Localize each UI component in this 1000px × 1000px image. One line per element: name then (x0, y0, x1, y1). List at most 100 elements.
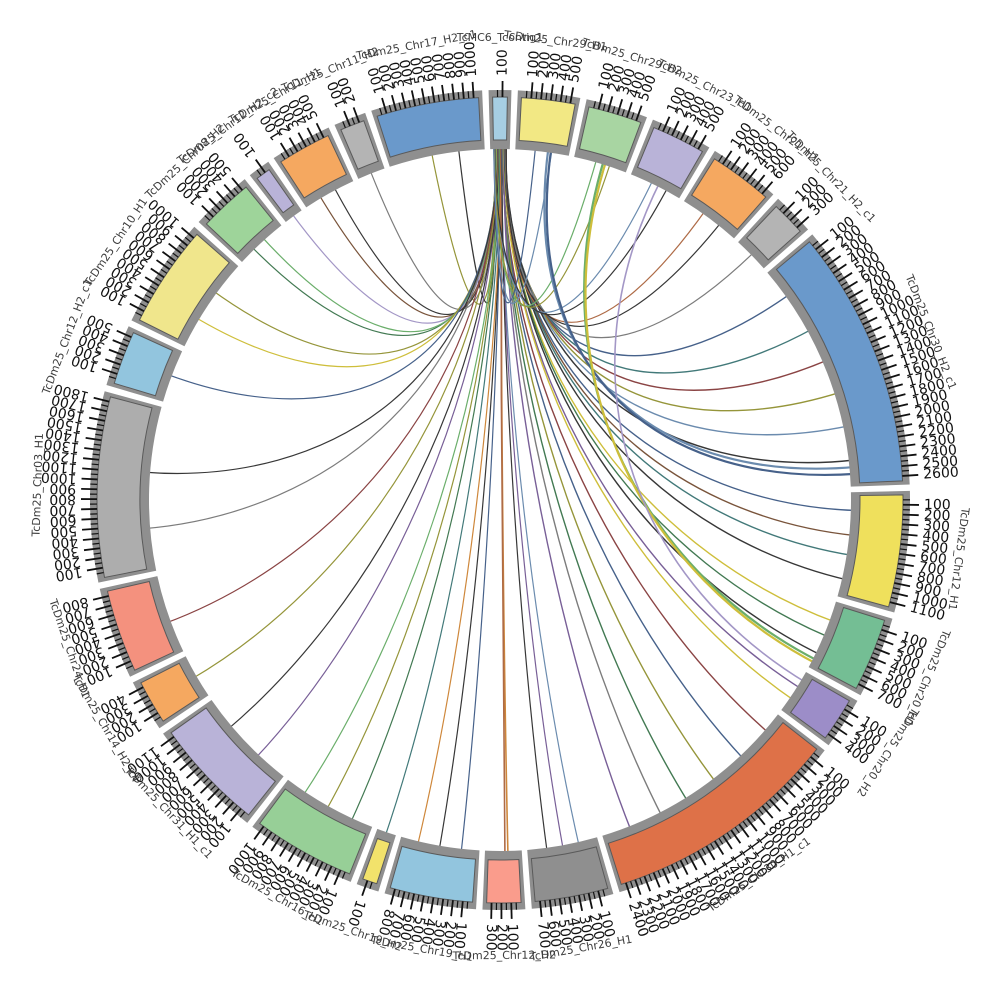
tick (270, 837, 281, 852)
tick (155, 259, 171, 270)
tick (535, 91, 538, 99)
tick (783, 785, 796, 798)
tick (746, 817, 758, 832)
tick (446, 899, 449, 907)
tick (882, 371, 890, 376)
tick (315, 133, 320, 141)
chromosome-band (492, 96, 508, 141)
tick (779, 204, 786, 211)
tick (738, 823, 750, 838)
tick (118, 647, 126, 651)
tick (554, 899, 557, 907)
tick (793, 774, 800, 781)
tick (138, 703, 154, 714)
tick (222, 801, 235, 815)
tick (661, 868, 670, 884)
tick (98, 413, 106, 417)
chromosome-band (607, 721, 818, 885)
tick (101, 404, 109, 407)
tick (738, 162, 750, 176)
tick (879, 633, 887, 638)
tick (296, 850, 302, 857)
chromosome-band (389, 845, 477, 903)
tick (296, 852, 306, 868)
tick (172, 252, 179, 258)
tick-label: 1000 (462, 41, 480, 78)
tick (901, 538, 909, 541)
tick (111, 628, 119, 632)
tick (133, 695, 149, 705)
tick (876, 643, 884, 647)
tick-label: 200 (535, 51, 554, 79)
chromosome-band (486, 858, 522, 904)
synteny-link (225, 141, 500, 732)
tick (899, 449, 908, 452)
tick (899, 552, 916, 557)
tick (323, 863, 328, 871)
tick (765, 802, 772, 809)
tick (897, 430, 905, 433)
tick (210, 784, 216, 791)
tick (884, 373, 901, 381)
tick (888, 391, 896, 395)
tick (150, 267, 165, 279)
tick-label: 300 (387, 60, 409, 90)
tick-label: 100 (525, 50, 543, 78)
tick-label: 200 (376, 62, 398, 92)
tick (902, 513, 919, 517)
tick (750, 814, 756, 822)
tick (830, 264, 837, 270)
tick (902, 474, 919, 477)
tick-label: 500 (408, 56, 429, 85)
tick (174, 234, 188, 247)
tick-label: 400 (397, 58, 418, 88)
tick (757, 184, 764, 192)
tick-label: 600 (544, 920, 563, 949)
tick-label: 800 (375, 907, 397, 937)
tick (866, 325, 882, 335)
chromosome-label: TcDm25_Chr12_H2 (452, 948, 557, 962)
chromosome-band (530, 846, 609, 903)
tick (889, 393, 906, 400)
tick-label: 1600 (48, 402, 86, 425)
tick (108, 375, 116, 380)
tick (143, 699, 151, 705)
tick (874, 344, 890, 353)
tick-label: 800 (441, 51, 460, 79)
tick (186, 766, 200, 779)
tick (126, 665, 133, 670)
tick (166, 743, 181, 756)
tick (900, 453, 917, 458)
tick (447, 93, 450, 101)
tick (902, 523, 919, 527)
tick-label: 700 (430, 52, 450, 81)
tick (870, 335, 886, 344)
tick (343, 110, 351, 127)
tick (666, 866, 671, 874)
tick (218, 201, 225, 207)
tick (891, 400, 899, 404)
tick (184, 236, 191, 243)
tick (558, 898, 563, 915)
synteny-link (584, 157, 820, 666)
tick (437, 94, 440, 102)
tick-label: 600 (919, 549, 948, 568)
chromosome-label: TcDm25_Chr21_H2_c1 (783, 128, 878, 225)
tick (279, 839, 285, 847)
tick (315, 122, 325, 139)
tick-label: 100 (54, 563, 83, 583)
tick (782, 201, 796, 214)
tick-label: 700 (49, 501, 76, 518)
tick (160, 268, 168, 274)
tick (95, 604, 112, 611)
tick (643, 875, 652, 892)
synteny-link (502, 141, 719, 786)
tick (231, 177, 243, 191)
tick (128, 686, 144, 696)
synteny-link (543, 144, 858, 470)
tick-label: 400 (626, 70, 650, 100)
tick (148, 708, 156, 713)
chromosome-band (205, 186, 274, 255)
tick (827, 255, 842, 266)
